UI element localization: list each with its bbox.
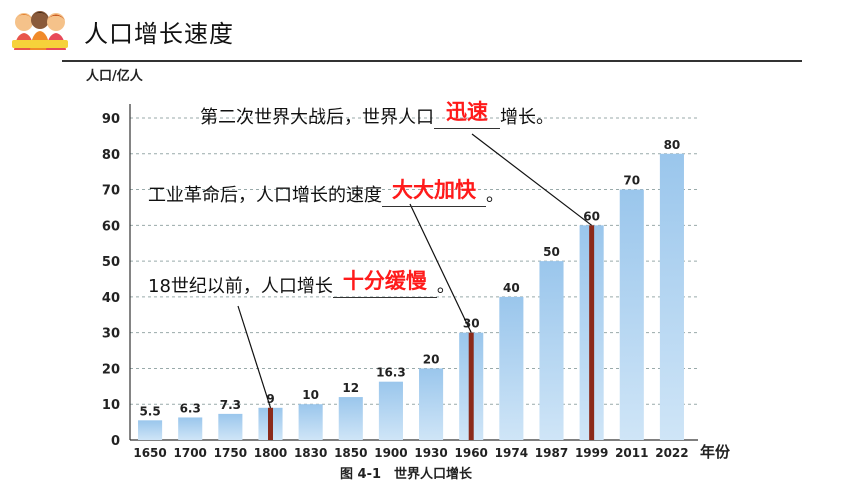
y-tick-label: 0 xyxy=(111,434,120,449)
bar-value-label: 30 xyxy=(463,317,480,331)
x-tick-label: 1999 xyxy=(575,446,608,460)
leader-line xyxy=(471,133,593,226)
bar xyxy=(218,413,243,440)
x-tick-label: 1830 xyxy=(294,446,327,460)
answer-text: 迅速 xyxy=(446,100,488,124)
y-tick-label: 60 xyxy=(102,219,120,234)
annotation-text: 增长。 xyxy=(500,107,554,128)
y-tick-label: 50 xyxy=(102,255,120,270)
x-tick-label: 1850 xyxy=(334,446,367,460)
x-tick-label: 1960 xyxy=(455,446,488,460)
bar xyxy=(499,296,524,440)
bar xyxy=(539,261,564,440)
x-tick-label: 1750 xyxy=(214,446,247,460)
bar xyxy=(298,404,323,440)
x-tick-label: 1900 xyxy=(374,446,407,460)
bar-value-label: 9 xyxy=(266,392,274,406)
bar-value-label: 5.5 xyxy=(139,404,160,418)
annotation-industrial-revolution: 工业革命后，人口增长的速度 大大加快。 xyxy=(148,178,504,207)
answer-blank: 迅速 xyxy=(434,100,500,129)
x-tick-label: 1974 xyxy=(495,446,528,460)
bar-value-label: 16.3 xyxy=(376,366,406,380)
leader-line xyxy=(237,305,272,408)
bar-value-label: 12 xyxy=(342,381,359,395)
leader-line xyxy=(409,203,472,333)
y-tick-label: 40 xyxy=(102,291,120,306)
annotation-text: 。 xyxy=(436,276,455,297)
x-axis-label: 年份 xyxy=(700,443,731,461)
bar xyxy=(619,189,644,440)
bar xyxy=(419,368,444,440)
bar-value-label: 80 xyxy=(664,138,681,152)
annotation-text: 第二次世界大战后，世界人口 xyxy=(200,107,434,128)
x-tick-label: 2011 xyxy=(615,446,648,460)
bar-value-label: 6.3 xyxy=(180,401,201,415)
title-divider xyxy=(62,60,802,62)
bar-value-label: 60 xyxy=(583,209,600,223)
annotation-text: 工业革命后，人口增长的速度 xyxy=(148,185,382,206)
y-tick-label: 10 xyxy=(102,398,120,413)
bar-value-label: 20 xyxy=(423,352,440,366)
y-tick-label: 30 xyxy=(102,327,120,342)
answer-blank: 大大加快 xyxy=(382,178,486,207)
x-tick-label: 1930 xyxy=(414,446,447,460)
page-title: 人口增长速度 xyxy=(84,20,234,48)
answer-blank: 十分缓慢 xyxy=(332,269,437,298)
y-axis-label: 人口/亿人 xyxy=(86,68,144,84)
chart-caption: 图 4-1 世界人口增长 xyxy=(340,466,473,482)
answer-text: 十分缓慢 xyxy=(342,269,427,293)
bar xyxy=(178,417,203,440)
y-tick-label: 70 xyxy=(102,184,120,199)
annotation-text: 。 xyxy=(486,185,504,206)
x-tick-label: 1800 xyxy=(254,446,287,460)
bar-value-label: 50 xyxy=(543,245,560,259)
x-tick-label: 2022 xyxy=(655,446,688,460)
y-tick-label: 90 xyxy=(102,112,120,127)
bar-value-label: 7.3 xyxy=(220,398,241,412)
annotation-post-war: 第二次世界大战后，世界人口 迅速 增长。 xyxy=(200,100,554,129)
bar xyxy=(378,381,403,440)
bar xyxy=(338,397,363,440)
bar xyxy=(659,153,684,440)
answer-text: 大大加快 xyxy=(392,178,476,202)
highlight-marker xyxy=(268,407,273,440)
children-group-icon xyxy=(12,11,68,50)
bar-value-label: 70 xyxy=(623,174,640,188)
x-tick-label: 1700 xyxy=(174,446,207,460)
annotation-text: 18世纪以前，人口增长 xyxy=(148,276,333,297)
x-tick-label: 1987 xyxy=(535,446,568,460)
bar-value-label: 10 xyxy=(302,388,319,402)
annotation-before-18th-century: 18世纪以前，人口增长 十分缓慢。 xyxy=(148,269,455,298)
highlight-marker xyxy=(468,332,474,440)
y-tick-label: 20 xyxy=(102,362,120,377)
y-tick-label: 80 xyxy=(102,148,120,163)
bar xyxy=(138,420,163,440)
x-tick-label: 1650 xyxy=(133,446,166,460)
bar-value-label: 40 xyxy=(503,281,520,295)
highlight-marker xyxy=(589,225,595,440)
